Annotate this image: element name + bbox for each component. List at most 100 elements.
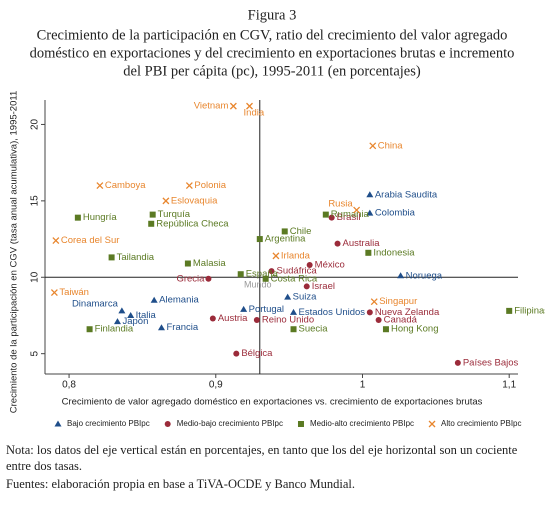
y-tick-label: 5 bbox=[30, 350, 41, 356]
point-label: Polonia bbox=[194, 180, 226, 191]
y-tick-label: 10 bbox=[30, 271, 41, 283]
point-label: Irlanda bbox=[281, 250, 311, 261]
point bbox=[233, 350, 240, 357]
point bbox=[268, 268, 275, 275]
point bbox=[118, 307, 126, 314]
point-label: Japón bbox=[122, 316, 148, 327]
y-tick-label: 20 bbox=[30, 118, 41, 130]
point-label: República Checa bbox=[156, 218, 229, 229]
legend-label: Medio-bajo crecimiento PBIpc bbox=[177, 419, 283, 428]
legend-label: Alto crecimiento PBIpc bbox=[441, 419, 521, 428]
point bbox=[108, 254, 115, 261]
point bbox=[240, 305, 248, 312]
point-label: Corea del Sur bbox=[61, 235, 120, 246]
point bbox=[262, 275, 269, 282]
legend-marker bbox=[297, 421, 304, 427]
point bbox=[328, 214, 335, 221]
point bbox=[366, 309, 373, 316]
point bbox=[127, 311, 135, 318]
point-label: Rusia bbox=[328, 199, 353, 210]
point-label: Suecia bbox=[299, 324, 329, 335]
legend-label: Bajo crecimiento PBIpc bbox=[67, 419, 150, 428]
legend-marker bbox=[164, 421, 171, 427]
point-label: Colombia bbox=[375, 208, 416, 219]
x-axis-label: Crecimiento de valor agregado doméstico … bbox=[62, 397, 483, 408]
point bbox=[284, 293, 292, 300]
x-tick-label: 0,9 bbox=[209, 380, 223, 391]
y-tick-label: 15 bbox=[30, 195, 41, 207]
point-label: Suiza bbox=[293, 292, 317, 303]
point bbox=[365, 249, 372, 256]
point bbox=[50, 289, 58, 297]
point-label: Países Bajos bbox=[463, 357, 519, 368]
point-label: Australia bbox=[343, 238, 381, 249]
x-tick-label: 1 bbox=[360, 380, 366, 391]
point bbox=[397, 272, 405, 279]
point-label: Canadá bbox=[384, 315, 418, 326]
point-label: India bbox=[244, 108, 265, 119]
source: Fuentes: elaboración propia en base a Ti… bbox=[6, 477, 356, 491]
point bbox=[506, 307, 513, 314]
chart-title: Crecimiento de la participación en CGV, … bbox=[37, 27, 508, 43]
point-label: Israel bbox=[312, 281, 335, 292]
point bbox=[290, 308, 298, 315]
point bbox=[157, 324, 165, 331]
point bbox=[205, 275, 212, 282]
point-label: Brasil bbox=[337, 212, 361, 223]
point-label: Sudáfrica bbox=[277, 266, 318, 277]
x-tick-label: 0,8 bbox=[62, 380, 76, 391]
point-label: Eslovaquia bbox=[171, 195, 218, 206]
point-label: Rumania bbox=[331, 209, 370, 220]
point-label: Chile bbox=[290, 226, 312, 237]
note: Nota: los datos del eje vertical están e… bbox=[6, 443, 518, 473]
point-label: Portugal bbox=[249, 304, 284, 315]
point-label: Austria bbox=[218, 313, 248, 324]
point bbox=[322, 211, 329, 218]
point bbox=[281, 228, 288, 235]
point-label: Indonesia bbox=[373, 247, 415, 258]
point-label: Grecia bbox=[176, 273, 205, 284]
point-label: México bbox=[315, 260, 345, 271]
chart: Figura 3 Crecimiento de la participación… bbox=[9, 7, 545, 428]
legend-label: Medio-alto crecimiento PBIpc bbox=[310, 419, 414, 428]
point bbox=[162, 197, 170, 205]
point bbox=[150, 296, 158, 303]
point bbox=[375, 317, 382, 324]
point-label: Finlandia bbox=[95, 324, 134, 335]
point bbox=[149, 211, 156, 218]
point bbox=[454, 359, 461, 366]
point bbox=[74, 214, 81, 221]
point-label: Estados Unidos bbox=[299, 307, 366, 318]
chart-title: del PBI per cápita (pc), 1995-2011 (en p… bbox=[123, 63, 421, 79]
x-tick-label: 1,1 bbox=[502, 380, 516, 391]
point-label: Hungría bbox=[83, 212, 118, 223]
point-label: Francia bbox=[166, 322, 198, 333]
figure-label: Figura 3 bbox=[248, 7, 297, 23]
point-label: Filipinas bbox=[514, 305, 545, 316]
point-label: Taiwán bbox=[59, 287, 89, 298]
point-label: Tailandia bbox=[117, 252, 155, 263]
point bbox=[370, 298, 378, 306]
notes: Nota: los datos del eje vertical están e… bbox=[6, 442, 538, 494]
point-label: Hong Kong bbox=[391, 324, 439, 335]
point bbox=[237, 271, 244, 278]
point-label: Reino Unido bbox=[262, 315, 314, 326]
chart-title: doméstico en exportaciones y del crecimi… bbox=[30, 45, 515, 61]
point bbox=[369, 142, 377, 150]
point-label: China bbox=[378, 140, 404, 151]
point-label: Costa Rica bbox=[271, 273, 318, 284]
point bbox=[334, 240, 341, 247]
point-label: Dinamarca bbox=[72, 298, 119, 309]
y-axis-label: Crecimiento de la participación en CGV (… bbox=[9, 91, 20, 413]
point bbox=[353, 206, 361, 214]
point-label: Argentina bbox=[265, 234, 306, 245]
point-label: Singapur bbox=[379, 296, 417, 307]
legend-marker bbox=[54, 420, 62, 427]
point-label: Turquía bbox=[158, 209, 191, 220]
point-label: Italia bbox=[136, 310, 157, 321]
point-label: Nueva Zelanda bbox=[375, 307, 440, 318]
point bbox=[209, 315, 216, 322]
point bbox=[366, 191, 374, 198]
reference-label: Mundo bbox=[244, 280, 272, 290]
